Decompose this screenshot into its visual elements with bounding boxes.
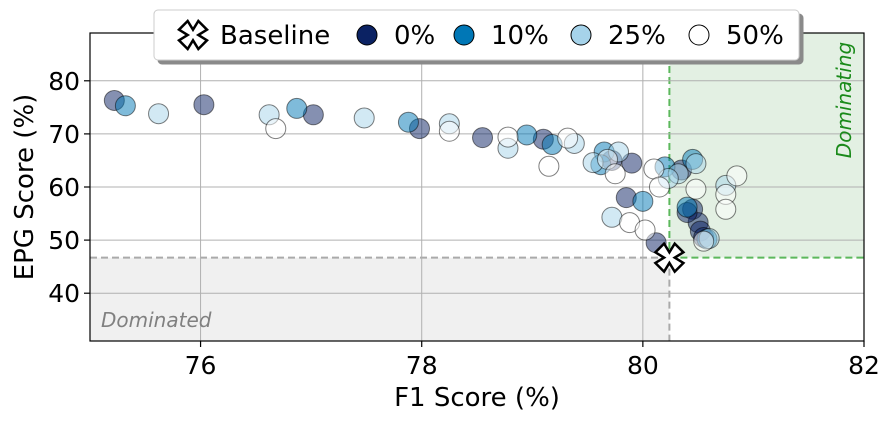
y-axis-title: EPG Score (%) [10,94,40,281]
legend-label: 10% [491,21,549,51]
labels-layer: Dominated Dominating F1 Score (%) EPG Sc… [10,42,856,413]
legend-label: 25% [608,21,666,51]
data-point [265,118,287,140]
legend-marker [356,24,378,46]
legend-item-series-2: 25% [570,21,666,51]
y-tick-label: 70 [48,120,80,149]
y-tick-label: 50 [48,226,80,255]
data-point [693,230,715,252]
y-tick-label: 60 [48,173,80,202]
data-point [634,219,656,241]
series-3 [265,118,748,252]
data-point [472,127,494,149]
data-point [715,198,737,220]
data-point [286,97,308,119]
y-tick-label: 80 [48,67,80,96]
legend-items: Baseline 0% 10% 25% 50% [176,18,784,52]
frame-layer: 76 78 80 82 40 50 60 70 80 [48,32,880,380]
legend-item-series-0: 0% [356,21,435,51]
dominating-region-label: Dominating [832,42,856,158]
x-tick-label: 76 [185,351,217,380]
x-tick-label: 80 [627,351,659,380]
x-axis-title: F1 Score (%) [394,383,560,413]
data-point [193,94,215,116]
regions-layer [90,33,864,341]
data-point [397,111,419,133]
dominated-region [90,257,670,341]
data-point [604,163,626,185]
data-point [643,158,665,180]
data-point [353,107,375,129]
data-point [114,95,136,117]
data-point [148,103,170,125]
legend-marker [453,24,475,46]
legend-label: 50% [726,21,784,51]
legend-item-baseline: Baseline [176,18,330,52]
dominated-region-label: Dominated [101,308,212,332]
data-point [497,126,519,148]
data-point [438,120,460,142]
data-point [557,127,579,149]
data-point [648,176,670,198]
legend-marker [688,24,710,46]
baseline-legend-marker [176,18,210,52]
data-point [685,178,707,200]
data-point [685,153,707,175]
x-tick-label: 78 [406,351,438,380]
legend-label: 0% [394,21,435,51]
data-point [516,124,538,146]
legend-label: Baseline [220,21,330,51]
legend-marker [570,24,592,46]
baseline-marker [653,241,686,274]
y-tick-label: 40 [48,279,80,308]
data-point [676,196,698,218]
x-tick-label: 82 [848,351,880,380]
data-point [726,165,748,187]
points-layer [103,89,748,274]
legend-item-series-3: 50% [688,21,784,51]
data-point [538,155,560,177]
data-point [601,206,623,228]
legend-item-series-1: 10% [453,21,549,51]
legend-box [153,9,800,61]
legend: Baseline 0% 10% 25% 50% [153,9,800,61]
data-point [632,190,654,212]
